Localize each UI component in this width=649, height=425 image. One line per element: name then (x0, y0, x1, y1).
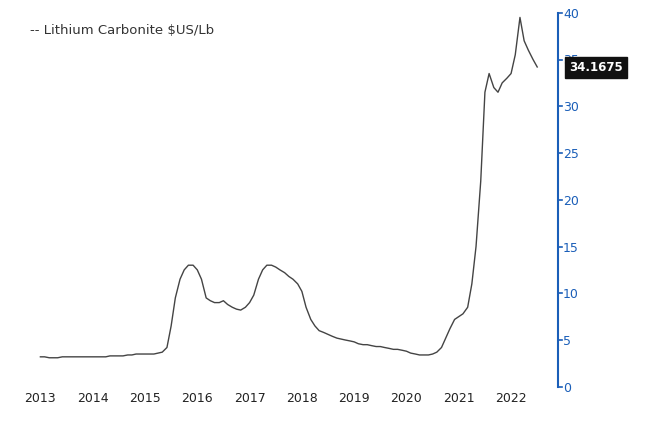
Text: -- Lithium Carbonite $US/Lb: -- Lithium Carbonite $US/Lb (31, 24, 214, 37)
Text: 34.1675: 34.1675 (569, 61, 622, 74)
